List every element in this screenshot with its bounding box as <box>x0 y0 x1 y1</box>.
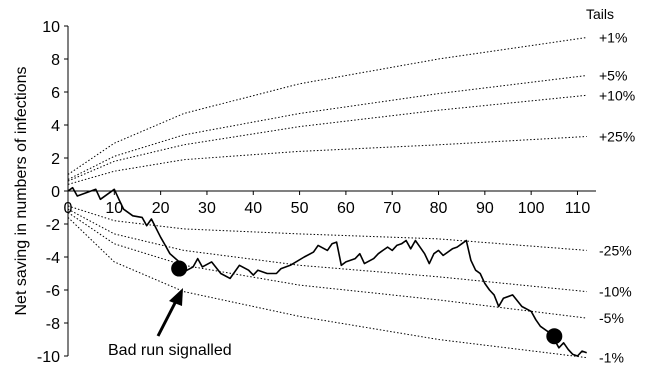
x-axis-ticks: 0 10 20 30 40 50 60 70 80 90 100 110 <box>64 191 591 217</box>
x-tick-label: 0 <box>64 200 73 217</box>
x-tick-label: 90 <box>476 200 494 217</box>
limit-label: +10% <box>599 87 635 103</box>
y-tick-label: 6 <box>51 85 60 102</box>
limit-labels: Tails +1% +5% +10% +25% -25% -10% -5% -1% <box>586 6 635 366</box>
x-tick-label: 80 <box>430 200 448 217</box>
y-tick-label: 2 <box>51 151 60 168</box>
x-tick-label: 20 <box>152 200 170 217</box>
limit-line <box>67 208 587 293</box>
y-axis-label: Net saving in numbers of infections <box>13 66 30 315</box>
y-tick-label: 0 <box>51 184 60 201</box>
limit-label: +5% <box>599 68 627 84</box>
limit-label: -25% <box>599 242 632 258</box>
annotation: Bad run signalled <box>108 288 232 359</box>
x-tick-label: 100 <box>518 200 545 217</box>
limit-line <box>67 217 587 359</box>
limit-label: +25% <box>599 129 635 145</box>
x-tick-label: 10 <box>105 200 123 217</box>
y-tick-label: -6 <box>46 283 60 300</box>
annotation-arrow-head <box>169 288 183 306</box>
limit-line <box>67 212 587 319</box>
y-tick-label: 4 <box>51 118 60 135</box>
y-tick-label: 10 <box>42 19 60 36</box>
signal-markers <box>171 260 563 345</box>
y-tick-label: -4 <box>46 250 60 267</box>
limit-label: +1% <box>599 30 627 46</box>
limit-line <box>67 37 587 175</box>
limit-line <box>67 205 587 251</box>
annotation-text: Bad run signalled <box>108 342 232 359</box>
limit-label: -10% <box>599 284 632 300</box>
x-tick-label: 50 <box>291 200 309 217</box>
signal-point <box>171 260 188 277</box>
y-tick-label: -8 <box>46 316 60 333</box>
series-line <box>67 186 587 357</box>
control-limit-lines <box>67 37 587 359</box>
y-tick-label: 8 <box>51 52 60 69</box>
y-tick-label: -2 <box>46 217 60 234</box>
x-tick-label: 40 <box>244 200 262 217</box>
x-tick-label: 70 <box>383 200 401 217</box>
limit-label: -1% <box>599 350 624 366</box>
limit-line <box>67 75 587 180</box>
limit-line <box>67 136 587 185</box>
limit-label: -5% <box>599 310 624 326</box>
signal-point <box>546 328 563 345</box>
annotation-arrow-shaft <box>156 300 178 337</box>
x-tick-label: 110 <box>565 200 591 217</box>
y-tick-label: -10 <box>37 349 60 366</box>
y-axis-ticks: -10 -8 -6 -4 -2 0 2 4 6 8 10 <box>37 19 68 366</box>
x-tick-label: 60 <box>337 200 355 217</box>
axes <box>67 26 596 356</box>
cusum-series <box>67 186 587 357</box>
tails-header: Tails <box>586 6 614 22</box>
x-tick-label: 30 <box>198 200 216 217</box>
limit-line <box>67 94 587 182</box>
